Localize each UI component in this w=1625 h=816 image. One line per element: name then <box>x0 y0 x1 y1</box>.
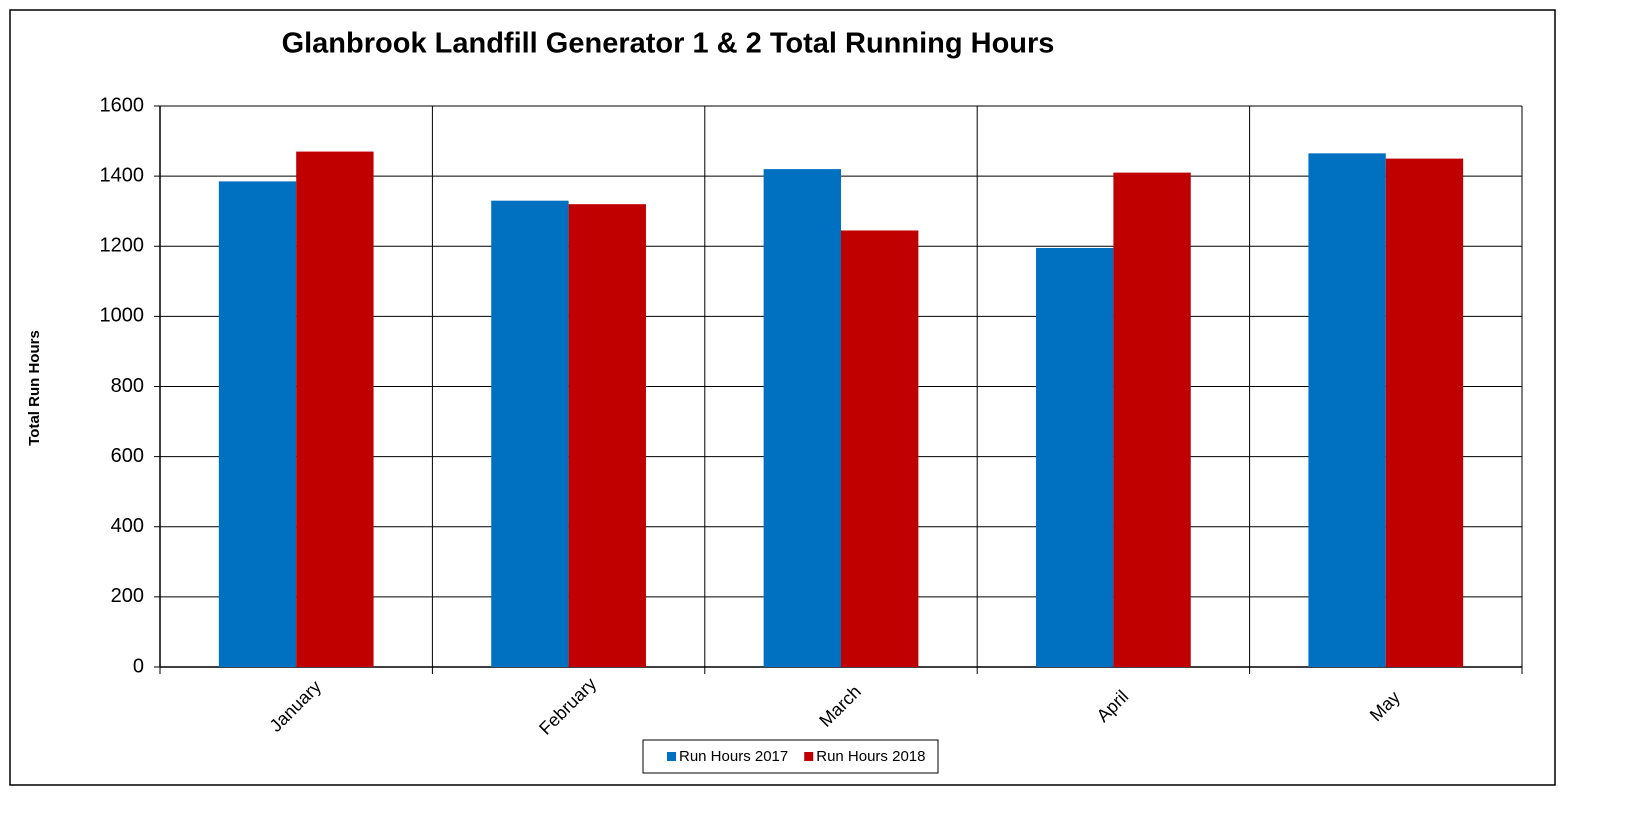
y-tick-label: 400 <box>111 515 144 537</box>
y-tick-label: 1400 <box>100 164 145 186</box>
y-tick-label: 0 <box>133 655 144 677</box>
legend-label: Run Hours 2018 <box>816 748 925 765</box>
y-tick-label: 600 <box>111 445 144 467</box>
y-tick-label: 200 <box>111 585 144 607</box>
legend-swatch <box>804 752 814 761</box>
y-axis-label: Total Run Hours <box>26 330 43 446</box>
bar <box>1385 158 1464 667</box>
bar <box>841 230 919 668</box>
y-tick-label: 1600 <box>100 94 145 116</box>
bar <box>568 204 646 668</box>
bar <box>296 151 374 668</box>
y-tick-label: 800 <box>111 375 144 397</box>
legend-box <box>642 739 939 774</box>
y-tick-label: 1200 <box>100 235 145 257</box>
bar <box>491 200 569 667</box>
y-tick-label: 1000 <box>100 305 145 327</box>
bar <box>1113 172 1191 667</box>
bar <box>1308 153 1386 668</box>
bar <box>218 181 297 667</box>
bar <box>1036 248 1114 668</box>
legend-swatch <box>667 752 676 761</box>
chart-title: Glanbrook Landfill Generator 1 & 2 Total… <box>282 28 1055 60</box>
bar <box>763 169 841 668</box>
legend-label: Run Hours 2017 <box>679 748 788 765</box>
